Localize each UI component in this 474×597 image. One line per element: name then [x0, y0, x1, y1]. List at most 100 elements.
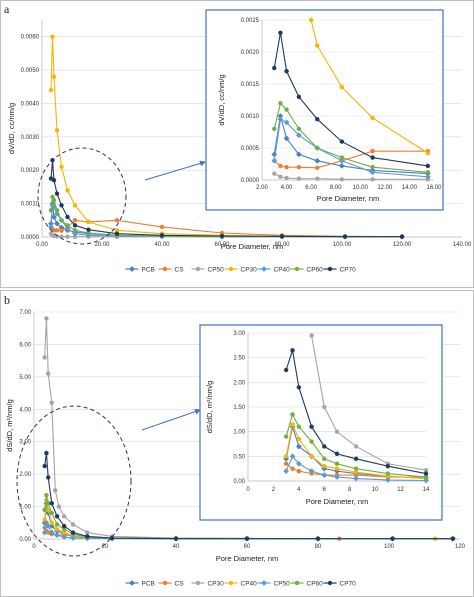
data-point-cs — [315, 165, 320, 171]
data-point-cp70 — [86, 227, 91, 232]
data-point-cp40 — [295, 132, 302, 139]
y-tick-label: 0.0015 — [241, 82, 260, 88]
inset-a-frame — [205, 9, 444, 211]
legend-label-cp60: CP60 — [307, 266, 324, 273]
y-tick-label: 0.0000 — [241, 178, 260, 184]
legend-label-cp50: CP50 — [274, 580, 291, 587]
data-point-cp60 — [322, 456, 327, 461]
legend-label-cp30: CP30 — [208, 580, 225, 587]
data-point-cp70 — [334, 451, 340, 457]
y-axis-label: dV/dD, cc/nm/g — [217, 74, 226, 125]
data-point-cp50 — [278, 174, 283, 179]
y-axis-label: dS/dD, m²/nm/g — [5, 399, 14, 452]
data-point-cp30 — [59, 164, 64, 170]
data-point-cp70 — [385, 464, 391, 469]
legend-marker-cp40 — [261, 266, 267, 272]
data-point-cs — [370, 149, 375, 154]
legend-label-cp40: CP40 — [241, 580, 258, 587]
data-point-cp70 — [390, 536, 395, 541]
series-line-cp70 — [273, 32, 428, 167]
y-tick-label: 0.0020 — [21, 168, 40, 174]
data-point-cp70 — [61, 523, 67, 529]
data-point-cp30 — [322, 404, 327, 410]
data-point-cp40 — [283, 119, 290, 126]
data-point-cp50 — [41, 529, 48, 536]
data-point-cp60 — [315, 145, 320, 151]
x-tick-label: 120 — [455, 544, 466, 550]
data-point-cs — [72, 218, 78, 223]
data-point-cp30 — [334, 429, 340, 434]
data-point-cp30 — [42, 355, 47, 360]
series-line-cp30 — [311, 335, 427, 471]
data-point-cp30 — [425, 150, 431, 156]
data-point-pcb — [51, 214, 57, 220]
y-tick-label: 6.00 — [19, 342, 31, 348]
data-point-cp40 — [290, 422, 295, 427]
legend-marker-cp60 — [294, 580, 300, 586]
data-point-cp60 — [353, 466, 359, 471]
data-point-cp50 — [353, 475, 359, 482]
y-tick-label: 0.50 — [233, 454, 245, 460]
inset-b-frame — [199, 324, 443, 521]
data-point-cp40 — [54, 527, 60, 532]
legend-marker-cp30 — [228, 266, 234, 272]
legend-label-cs: CS — [175, 266, 185, 273]
y-tick-label: 0.0060 — [21, 35, 40, 41]
data-point-cp30 — [308, 17, 314, 23]
data-point-cp30 — [56, 504, 62, 509]
panel-a-label: a — [4, 2, 10, 16]
data-point-cs — [296, 468, 302, 474]
x-tick-label: 80 — [315, 544, 322, 550]
data-point-cp70 — [284, 69, 289, 74]
x-tick-label: 10.00 — [353, 185, 369, 191]
legend-b: PCB CS CP30 CP40 CP50 CP60 CP70 — [125, 580, 356, 587]
zoom-arrow-a — [144, 160, 206, 181]
data-point-cp60 — [44, 493, 49, 498]
data-point-cp30 — [315, 43, 320, 48]
y-tick-label: 0.0030 — [21, 135, 40, 141]
legend-marker-cp50 — [261, 580, 267, 586]
x-tick-label: 8.00 — [330, 185, 342, 191]
legend-label-cp70: CP70 — [340, 266, 357, 273]
y-tick-label: 0.0010 — [241, 114, 260, 120]
highlight-circle-b — [16, 405, 132, 557]
y-tick-label: 0.0005 — [241, 146, 260, 152]
data-point-cp70 — [72, 223, 78, 228]
data-point-cp40 — [424, 173, 431, 180]
data-point-cp70 — [290, 348, 295, 353]
data-point-cp70 — [44, 450, 49, 456]
data-point-cp30 — [46, 371, 51, 376]
data-point-cp50 — [283, 468, 290, 474]
x-tick-label: 6.00 — [305, 185, 317, 191]
data-point-cp60 — [59, 218, 64, 223]
x-tick-label: 40 — [173, 544, 180, 550]
data-point-cp50 — [423, 477, 429, 484]
data-point-cp30 — [50, 34, 55, 39]
data-point-cp60 — [296, 126, 302, 131]
series-line-cp70 — [44, 452, 453, 540]
x-tick-label: 0 — [32, 544, 36, 550]
data-point-cp70 — [283, 367, 289, 373]
x-tick-label: 20.00 — [94, 242, 110, 248]
data-point-cp30 — [65, 188, 70, 193]
x-tick-label: 8 — [348, 487, 352, 493]
y-tick-label: 7.00 — [19, 310, 31, 316]
data-point-cp40 — [338, 157, 345, 164]
data-point-cp50 — [48, 529, 55, 536]
data-point-cp60 — [54, 522, 60, 527]
data-point-cp70 — [54, 514, 60, 519]
data-point-cp70 — [54, 191, 60, 196]
data-point-cp40 — [296, 436, 302, 442]
data-point-cp50 — [289, 453, 296, 460]
data-point-cp70 — [159, 233, 165, 238]
data-point-cp50 — [72, 234, 78, 239]
legend-label-cs: CS — [175, 580, 185, 587]
data-point-cp70 — [425, 163, 431, 169]
data-point-cp60 — [425, 170, 431, 175]
data-point-pcb — [295, 443, 302, 450]
data-point-cp60 — [61, 527, 67, 532]
data-point-cs — [159, 224, 165, 230]
data-point-cs — [284, 165, 289, 170]
data-point-cp50 — [334, 474, 340, 480]
legend-label-cp50: CP50 — [208, 266, 225, 273]
